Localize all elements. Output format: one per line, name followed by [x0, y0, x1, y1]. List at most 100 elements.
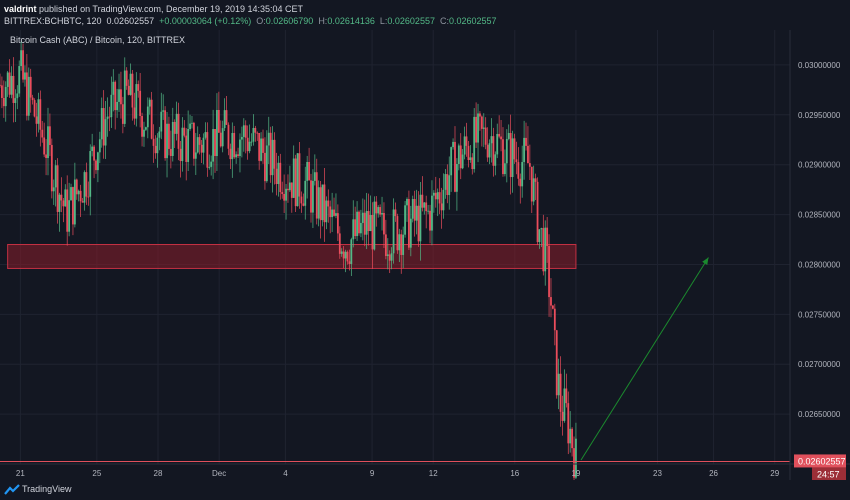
- candle-body: [439, 192, 441, 203]
- candle-body: [229, 149, 231, 159]
- candle-body: [414, 199, 416, 221]
- candle-body: [285, 189, 287, 201]
- candle-body: [402, 235, 404, 255]
- candle-body: [519, 179, 521, 187]
- candle-body: [99, 139, 101, 152]
- candle-body: [80, 191, 82, 201]
- price-tick-label: 0.02950000: [798, 111, 841, 120]
- candle-body: [260, 139, 262, 161]
- candle-body: [9, 72, 11, 94]
- candle-body: [558, 374, 560, 395]
- candle-body: [254, 128, 256, 133]
- time-tick-label: 26: [709, 469, 718, 478]
- candle-body: [18, 66, 20, 93]
- candle-body: [308, 162, 310, 180]
- candle-body: [222, 128, 224, 146]
- candle-body: [231, 133, 233, 159]
- high-value: 0.02614136: [327, 16, 375, 26]
- candle-body: [132, 74, 134, 108]
- candle-body: [26, 72, 28, 115]
- candle-body: [571, 429, 573, 448]
- candle-body: [168, 124, 170, 149]
- candle-body: [216, 110, 218, 156]
- candle-body: [500, 137, 502, 140]
- support-zone[interactable]: [8, 245, 576, 269]
- candle-body: [251, 142, 253, 143]
- candle-body: [533, 178, 535, 201]
- candle-body: [205, 132, 207, 138]
- candle-body: [385, 234, 387, 256]
- candle-body: [74, 180, 76, 225]
- candle-body: [525, 138, 527, 146]
- candle-body: [427, 211, 429, 212]
- candle-body: [143, 130, 145, 137]
- candle-body: [235, 154, 237, 157]
- time-tick-label: 21: [16, 469, 25, 478]
- candle-body: [389, 254, 391, 260]
- candle-body: [193, 123, 195, 159]
- candle-body: [185, 136, 187, 162]
- candle-body: [47, 126, 49, 158]
- candle-body: [345, 252, 347, 259]
- candle-body: [304, 181, 306, 206]
- candle-body: [249, 142, 251, 151]
- candle-body: [504, 163, 506, 174]
- time-axis[interactable]: 21 25 28 Dec 4 9 12 16 19 23 26 29: [16, 469, 780, 478]
- candle-body: [387, 254, 389, 256]
- price-chart[interactable]: Bitcoin Cash (ABC) / Bitcoin, 120, BITTR…: [0, 30, 850, 480]
- candle-body: [377, 207, 379, 213]
- candle-body: [197, 137, 199, 152]
- candle-body: [535, 178, 537, 182]
- candle-body: [556, 330, 558, 395]
- price-axis[interactable]: 0.03000000 0.02950000 0.02900000 0.02850000…: [798, 61, 841, 419]
- chart-area[interactable]: Bitcoin Cash (ABC) / Bitcoin, 120, BITTR…: [0, 30, 850, 480]
- candle-body: [151, 100, 153, 139]
- candle-body: [116, 102, 118, 110]
- candle-body: [293, 158, 295, 197]
- candle-body: [276, 169, 278, 184]
- candle-body: [53, 187, 55, 191]
- candle-body: [112, 82, 114, 95]
- candle-body: [337, 213, 339, 233]
- candle-body: [544, 228, 546, 272]
- publisher-name[interactable]: valdrint: [4, 4, 37, 14]
- candle-body: [233, 133, 235, 157]
- candle-body: [418, 206, 420, 242]
- candle-body: [281, 192, 283, 194]
- candle-body: [45, 154, 47, 158]
- candle-body: [141, 116, 143, 137]
- candle-body: [352, 219, 354, 239]
- high-label: H:: [318, 16, 327, 26]
- projection-arrow[interactable]: [581, 257, 708, 460]
- candle-body: [356, 212, 358, 236]
- candle-body: [3, 98, 5, 106]
- candle-body: [421, 195, 423, 208]
- candle-body: [540, 228, 542, 229]
- candle-body: [287, 189, 289, 190]
- candle-body: [489, 143, 491, 157]
- candle-body: [62, 200, 64, 206]
- time-tick-label: 19: [571, 469, 580, 478]
- candle-body: [441, 203, 443, 210]
- symbol-label: BITTREX:BCHBTC, 120: [4, 16, 102, 26]
- candle-body: [443, 190, 445, 210]
- candle-body: [375, 202, 377, 214]
- candle-body: [55, 165, 57, 187]
- candle-body: [373, 202, 375, 250]
- candle-body: [564, 388, 566, 420]
- candle-body: [153, 139, 155, 146]
- candle-body: [395, 209, 397, 216]
- candle-body: [272, 140, 274, 175]
- candle-body: [546, 228, 548, 246]
- price-change: +0.00003064 (+0.12%): [159, 16, 251, 26]
- candle-body: [372, 215, 374, 249]
- price-tick-label: 0.02650000: [798, 410, 841, 419]
- candle-body: [32, 98, 34, 101]
- candle-body: [475, 117, 477, 143]
- candle-body: [448, 175, 450, 195]
- candle-body: [560, 374, 562, 412]
- candle-body: [139, 91, 141, 116]
- candle-body: [64, 189, 66, 206]
- candle-body: [170, 149, 172, 156]
- candle-body: [174, 122, 176, 134]
